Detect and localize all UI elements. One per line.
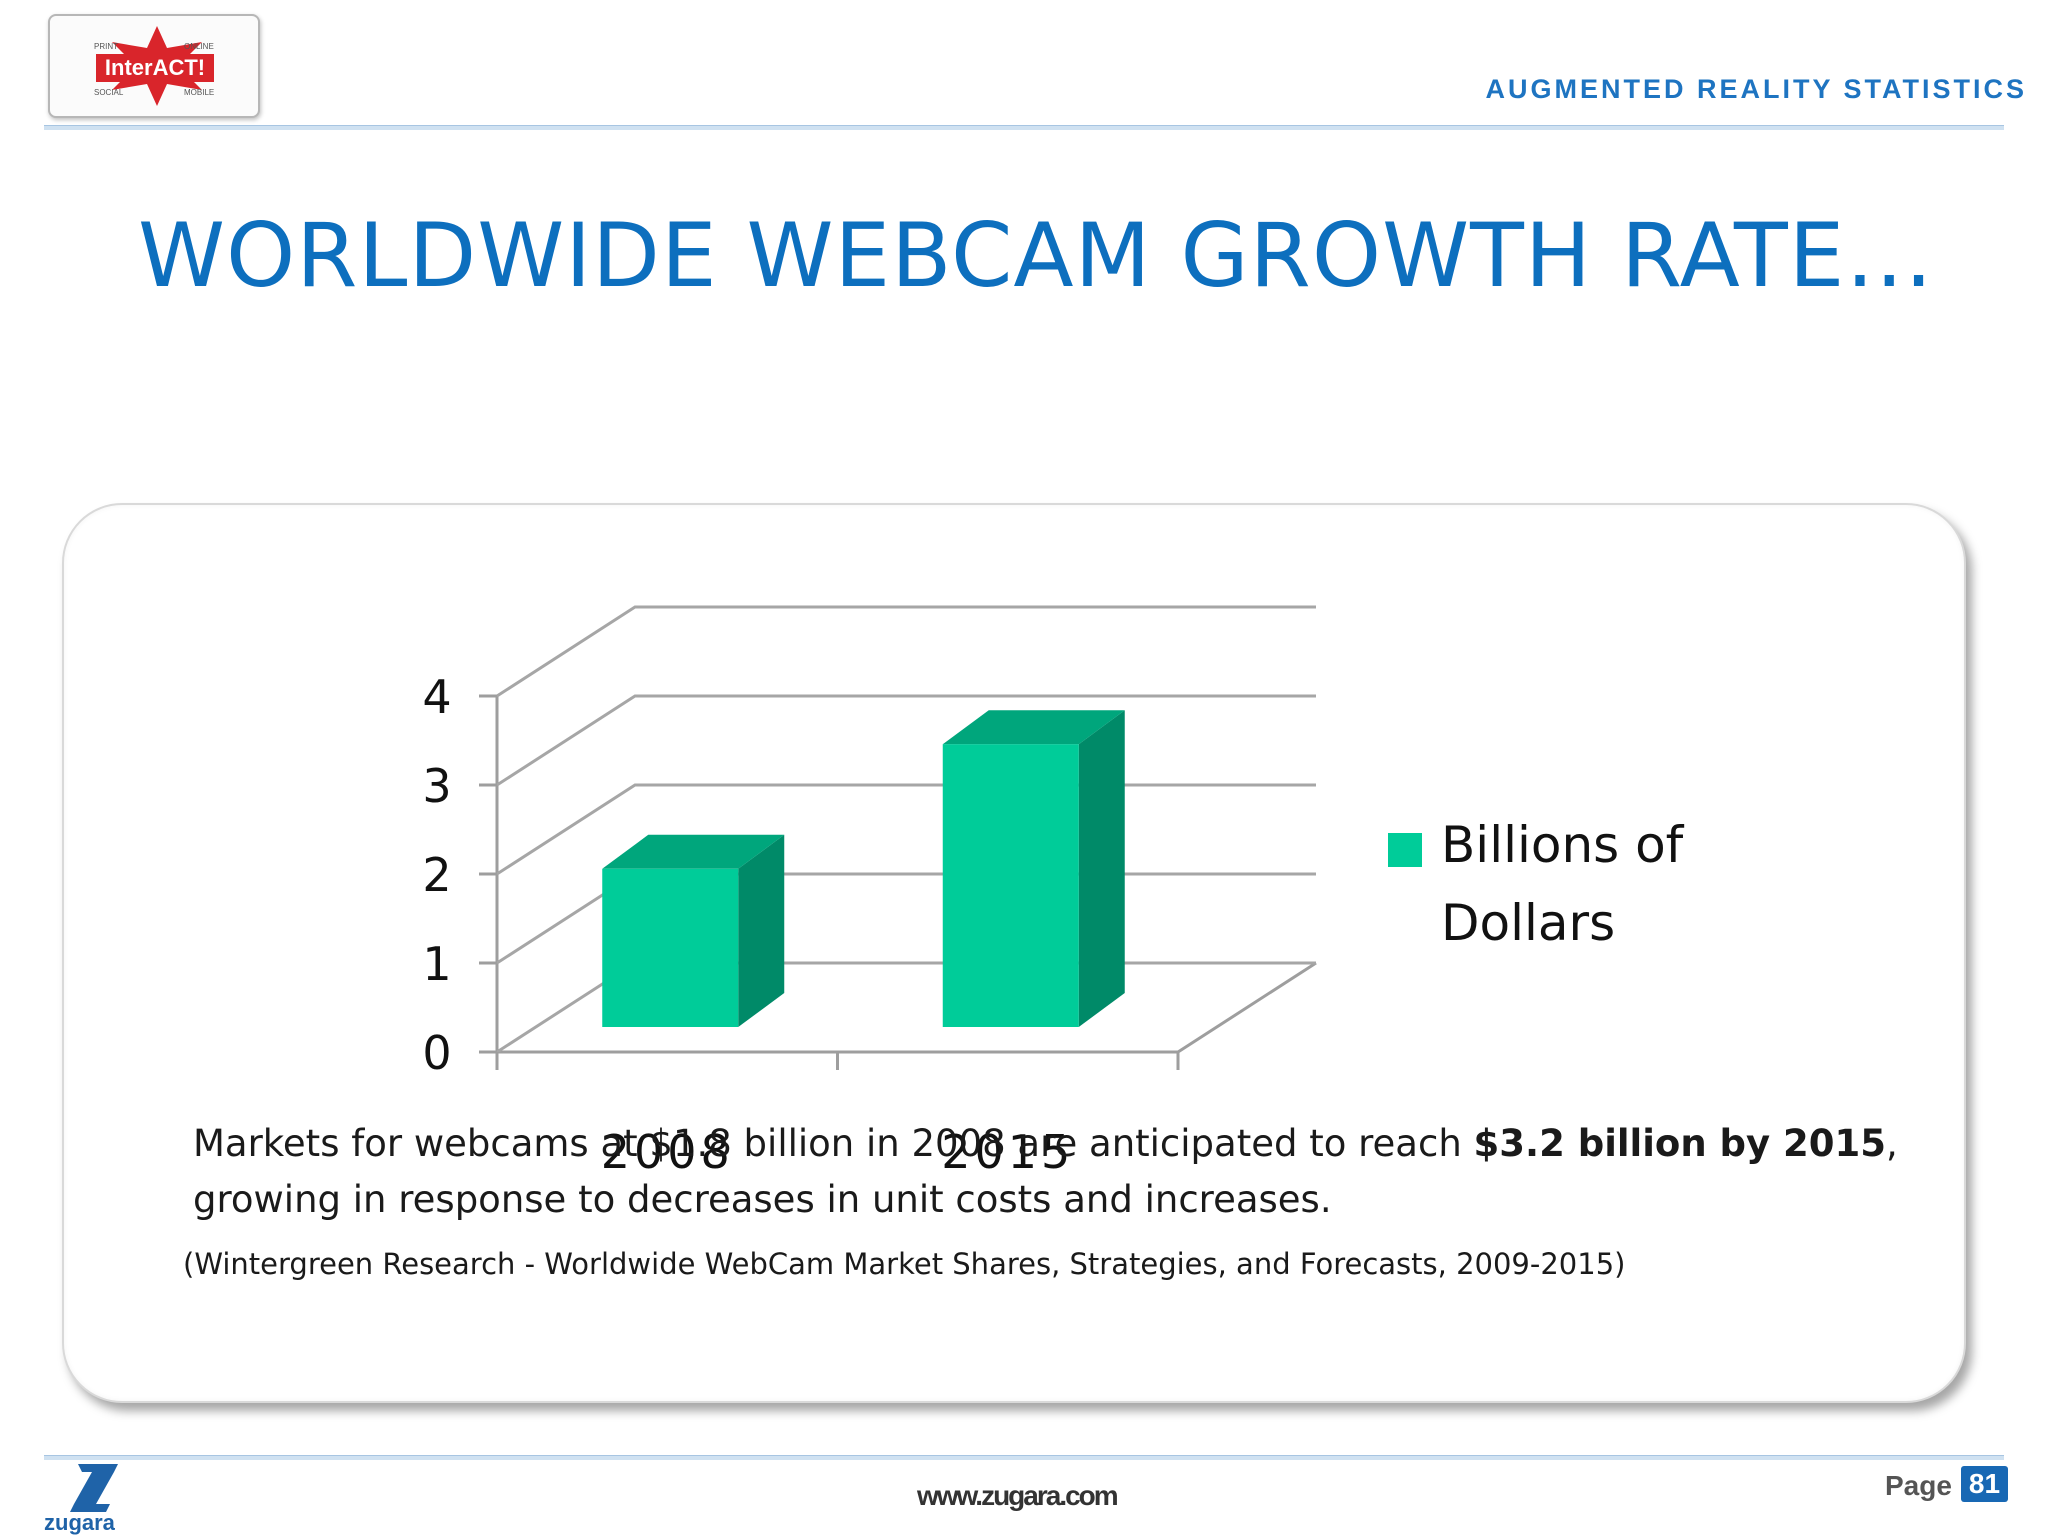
caption-suffix: , growing in response to decreases in un…	[193, 1122, 1898, 1221]
chart-caption: Markets for webcams at $1.8 billion in 2…	[193, 1116, 1933, 1228]
page-number: 81	[1961, 1466, 2008, 1502]
section-title: AUGMENTED REALITY STATISTICS	[1485, 74, 2027, 104]
logo-social: SOCIAL	[94, 88, 124, 97]
bar-side	[1078, 710, 1125, 1027]
y-tick-label: 0	[422, 1026, 451, 1080]
zugara-z-icon	[70, 1464, 118, 1512]
legend-label-line2: Dollars	[1441, 894, 1615, 952]
zugara-wordmark: zugara	[44, 1510, 115, 1535]
logo-print: PRINT	[94, 42, 118, 51]
legend-label-line1: Billions of	[1441, 816, 1685, 874]
interact-logo: InterACT! PRINT ONLINE SOCIAL MOBILE	[48, 14, 260, 118]
x-tick-label: 2015	[941, 1125, 1074, 1179]
legend-swatch	[1388, 833, 1422, 867]
logo-mobile: MOBILE	[184, 88, 215, 97]
source-citation: (Wintergreen Research - Worldwide WebCam…	[183, 1247, 1626, 1281]
gridline	[496, 694, 1316, 787]
logo-online: ONLINE	[184, 42, 214, 51]
caption-prefix: Markets for webcams at $1.8 billion in 2…	[193, 1122, 1474, 1165]
gridline	[496, 605, 1316, 698]
bar-top	[602, 834, 785, 869]
bar-2008	[602, 868, 739, 1027]
bar-2015	[942, 744, 1079, 1027]
caption-highlight: $3.2 billion by 2015	[1473, 1122, 1887, 1165]
x-tick-label: 2008	[601, 1125, 734, 1179]
footer-url[interactable]: www.zugara.com	[917, 1480, 1119, 1511]
slide-title: WORLDWIDE WEBCAM GROWTH RATE…	[138, 204, 1935, 307]
footer-divider	[44, 1455, 2004, 1460]
logo-wordmark: InterACT!	[96, 54, 214, 82]
header-divider	[44, 125, 2004, 130]
y-tick-label: 1	[422, 937, 451, 991]
bar-side	[738, 834, 785, 1027]
y-tick-label: 2	[422, 848, 451, 902]
y-tick-label: 3	[422, 759, 451, 813]
bar-top	[942, 710, 1125, 745]
zugara-logo: zugara	[44, 1460, 144, 1536]
page-label: Page	[1885, 1470, 1952, 1501]
y-tick-label: 4	[422, 670, 451, 724]
